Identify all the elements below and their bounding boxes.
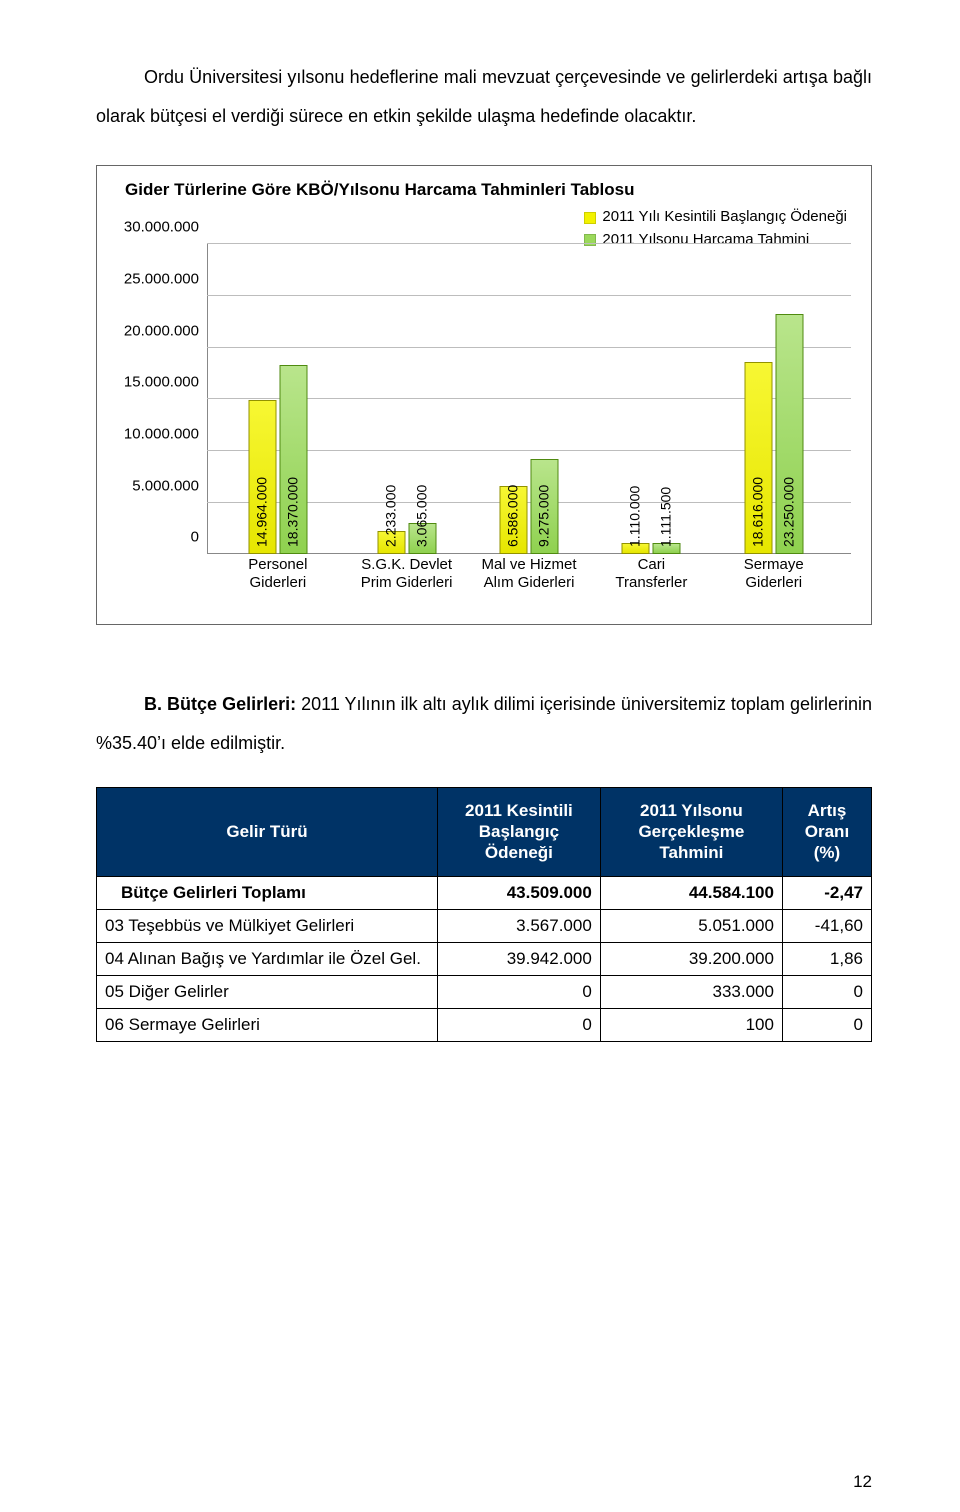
cell-value: -41,60 [782,909,871,942]
cell-value: -2,47 [782,876,871,909]
legend-swatch-a [584,212,596,224]
bar-series-a: 6.586.000 [500,486,528,554]
bar-value-label: 1.110.000 [627,486,643,547]
table-row: 06 Sermaye Gelirleri01000 [97,1008,872,1041]
bar-value-label: 18.370.000 [284,477,300,547]
cell-value: 0 [782,975,871,1008]
bar-group: 6.586.000 9.275.000 [500,244,559,554]
revenue-table: Gelir Türü 2011 Kesintili Başlangıç Öden… [96,787,872,1042]
intro-paragraph: Ordu Üniversitesi yılsonu hedeflerine ma… [96,58,872,135]
bar-value-label: 23.250.000 [780,477,796,547]
bar-series-b: 18.370.000 [279,365,307,555]
bar-value-label: 14.964.000 [253,477,269,547]
th-gelir-turu: Gelir Türü [97,787,438,876]
table-row: 03 Teşebbüs ve Mülkiyet Gelirleri3.567.0… [97,909,872,942]
cell-value: 0 [438,1008,601,1041]
cell-value: 0 [438,975,601,1008]
bar-value-label: 1.111.500 [658,487,674,547]
cell-value: 3.567.000 [438,909,601,942]
section-b-paragraph: B. Bütçe Gelirleri: 2011 Yılının ilk alt… [96,685,872,762]
th-kesintili: 2011 Kesintili Başlangıç Ödeneği [438,787,601,876]
cell-value: 44.584.100 [600,876,782,909]
legend-item-a: 2011 Yılı Kesintili Başlangıç Ödeneği [584,206,847,229]
bar-value-label: 18.616.000 [749,477,765,547]
y-tick-label: 5.000.000 [132,477,207,494]
cell-value: 5.051.000 [600,909,782,942]
page-number: 12 [853,1472,872,1492]
y-tick-label: 0 [191,529,207,546]
bar-group: 18.616.000 23.250.000 [744,244,803,554]
bar-value-label: 3.065.000 [413,485,429,547]
chart-xlabels: PersonelGiderleri S.G.K. DevletPrim Gider… [207,556,851,610]
intro-text: Ordu Üniversitesi yılsonu hedeflerine ma… [96,67,872,126]
bar-value-label: 6.586.000 [505,485,521,547]
x-tick-label: PersonelGiderleri [248,556,307,591]
chart-title: Gider Türlerine Göre KBÖ/Yılsonu Harcama… [125,180,857,200]
bar-value-label: 9.275.000 [536,485,552,547]
section-b-label: B. Bütçe Gelirleri: [144,694,296,714]
x-tick-label: CariTransferler [615,556,687,591]
cell-name: 03 Teşebbüs ve Mülkiyet Gelirleri [97,909,438,942]
bar-group: 1.110.0001.111.500 [622,244,681,554]
bar-series-b: 9.275.000 [531,459,559,555]
cell-value: 333.000 [600,975,782,1008]
chart-container: Gider Türlerine Göre KBÖ/Yılsonu Harcama… [96,165,872,625]
cell-value: 43.509.000 [438,876,601,909]
cell-value: 1,86 [782,942,871,975]
x-tick-label: S.G.K. DevletPrim Giderleri [361,556,453,591]
legend-label-a: 2011 Yılı Kesintili Başlangıç Ödeneği [602,206,847,229]
cell-name: 05 Diğer Gelirler [97,975,438,1008]
cell-name: 04 Alınan Bağış ve Yardımlar ile Özel Ge… [97,942,438,975]
bar-series-b: 1.111.500 [653,543,681,554]
chart-plot: 05.000.00010.000.00015.000.00020.000.000… [207,244,851,554]
bar-series-a: 1.110.000 [622,543,650,554]
table-row: 05 Diğer Gelirler0333.0000 [97,975,872,1008]
y-tick-label: 30.000.000 [124,219,207,236]
bar-series-b: 3.065.000 [408,523,436,555]
cell-value: 39.200.000 [600,942,782,975]
table-row: Bütçe Gelirleri Toplamı43.509.00044.584.… [97,876,872,909]
cell-value: 100 [600,1008,782,1041]
cell-name: Bütçe Gelirleri Toplamı [97,876,438,909]
y-tick-label: 25.000.000 [124,271,207,288]
cell-name: 06 Sermaye Gelirleri [97,1008,438,1041]
revenue-table-body: Bütçe Gelirleri Toplamı43.509.00044.584.… [97,876,872,1041]
cell-value: 39.942.000 [438,942,601,975]
y-tick-label: 20.000.000 [124,322,207,339]
cell-value: 0 [782,1008,871,1041]
table-row: 04 Alınan Bağış ve Yardımlar ile Özel Ge… [97,942,872,975]
x-tick-label: Mal ve HizmetAlım Giderleri [481,556,576,591]
th-artis: Artış Oranı (%) [782,787,871,876]
bar-series-a: 18.616.000 [744,362,772,554]
th-yilsonu: 2011 Yılsonu Gerçekleşme Tahmini [600,787,782,876]
bar-value-label: 2.233.000 [382,485,398,547]
bar-group: 2.233.0003.065.000 [377,244,436,554]
y-tick-label: 15.000.000 [124,374,207,391]
bar-group: 14.964.000 18.370.000 [248,244,307,554]
bar-series-a: 14.964.000 [248,400,276,555]
x-tick-label: SermayeGiderleri [744,556,804,591]
y-tick-label: 10.000.000 [124,426,207,443]
bar-series-a: 2.233.000 [377,531,405,554]
bar-series-b: 23.250.000 [775,314,803,554]
